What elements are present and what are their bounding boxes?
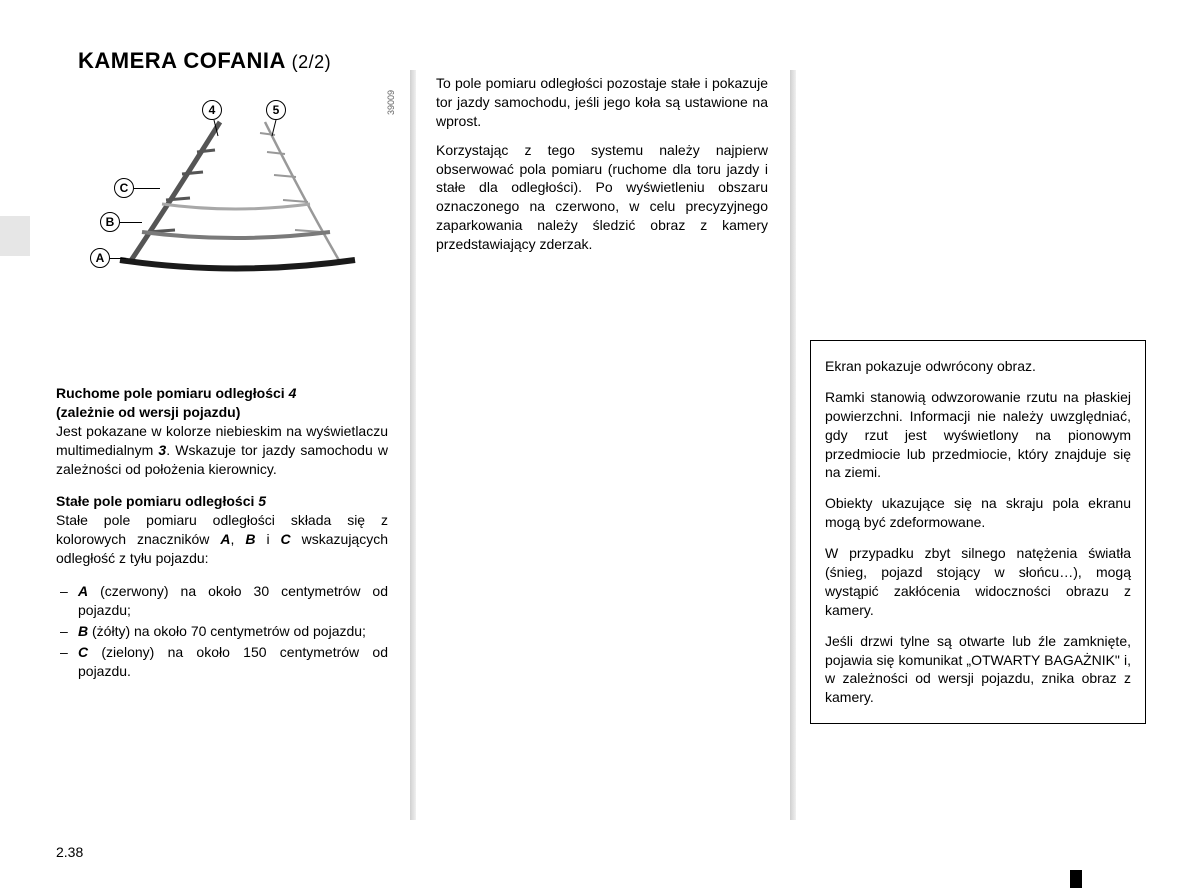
column-divider-2 bbox=[790, 70, 796, 820]
li-text: A (czerwony) na około 30 centymetrów od … bbox=[78, 582, 388, 620]
leader-c bbox=[134, 188, 160, 189]
li-c: C bbox=[78, 644, 88, 660]
dash: – bbox=[60, 622, 78, 641]
section2-body: Stałe pole pomiaru odległości składa się… bbox=[56, 511, 388, 568]
li-text: B (żółty) na około 70 centymetrów od poj… bbox=[78, 622, 388, 641]
title-text: KAMERA COFANIA bbox=[78, 48, 285, 73]
li-b-r: (żółty) na około 70 centymetrów od pojaz… bbox=[88, 623, 366, 639]
crop-mark bbox=[1070, 870, 1082, 888]
li-a: A bbox=[78, 583, 88, 599]
s2-b: B bbox=[245, 531, 255, 547]
dash: – bbox=[60, 643, 78, 681]
s2-n: 5 bbox=[258, 493, 266, 509]
middle-column: To pole pomiaru odległości pozostaje sta… bbox=[436, 74, 768, 254]
callout-5: 5 bbox=[266, 100, 286, 120]
left-column: Ruchome pole pomiaru odległości 4 (zależ… bbox=[56, 384, 388, 682]
section1-body: Jest pokazane w kolorze niebieskim na wy… bbox=[56, 422, 388, 479]
li-text: C (zielony) na około 150 centymetrów od … bbox=[78, 643, 388, 681]
distance-list: – A (czerwony) na około 30 centymetrów o… bbox=[60, 582, 388, 680]
section1-heading: Ruchome pole pomiaru odległości 4 (zależ… bbox=[56, 384, 388, 422]
callout-c: C bbox=[114, 178, 134, 198]
s1-n: 4 bbox=[289, 385, 297, 401]
section-moving-gauge: Ruchome pole pomiaru odległości 4 (zależ… bbox=[56, 384, 388, 478]
box-p3: Obiekty ukazujące się na skraju pola ekr… bbox=[825, 494, 1131, 532]
diagram-code: 39009 bbox=[386, 90, 396, 115]
s1-t2: (zależnie od wersji pojazdu) bbox=[56, 404, 240, 420]
callout-a: A bbox=[90, 248, 110, 268]
section2-heading: Stałe pole pomiaru odległości 5 bbox=[56, 492, 388, 511]
li-b: B bbox=[78, 623, 88, 639]
column-divider-1 bbox=[410, 70, 416, 820]
leader-b bbox=[120, 222, 142, 223]
li-a-r: (czerwony) na około 30 centymetrów od po… bbox=[78, 583, 388, 618]
camera-diagram: 39009 4 5 C B A bbox=[70, 82, 380, 282]
li-c-r: (zielony) na około 150 centymetrów od po… bbox=[78, 644, 388, 679]
list-item: – A (czerwony) na około 30 centymetrów o… bbox=[60, 582, 388, 620]
dash: – bbox=[60, 582, 78, 620]
box-p1: Ekran pokazuje odwrócony obraz. bbox=[825, 357, 1131, 376]
s1-t1: Ruchome pole pomiaru odległości bbox=[56, 385, 289, 401]
box-p5: Jeśli drzwi tylne są otwarte lub źle zam… bbox=[825, 632, 1131, 708]
page-title: KAMERA COFANIA (2/2) bbox=[78, 48, 331, 74]
page-side-tab bbox=[0, 216, 30, 256]
box-p2: Ramki stanowią odwzorowanie rzutu na pła… bbox=[825, 388, 1131, 482]
s2-c: C bbox=[281, 531, 291, 547]
title-suffix: (2/2) bbox=[292, 52, 332, 72]
list-item: – C (zielony) na około 150 centymetrów o… bbox=[60, 643, 388, 681]
mid-p1: To pole pomiaru odległości pozostaje sta… bbox=[436, 74, 768, 131]
list-item: – B (żółty) na około 70 centymetrów od p… bbox=[60, 622, 388, 641]
box-p4: W przypadku zbyt silnego natężenia świat… bbox=[825, 544, 1131, 620]
callout-b: B bbox=[100, 212, 120, 232]
info-box: Ekran pokazuje odwrócony obraz. Ramki st… bbox=[810, 340, 1146, 724]
section-fixed-gauge: Stałe pole pomiaru odległości 5 Stałe po… bbox=[56, 492, 388, 568]
mid-p2: Korzystając z tego systemu należy najpie… bbox=[436, 141, 768, 254]
leader-a bbox=[110, 258, 126, 259]
callout-4: 4 bbox=[202, 100, 222, 120]
s2-a: A bbox=[220, 531, 230, 547]
s2-t: Stałe pole pomiaru odległości bbox=[56, 493, 258, 509]
page-number: 2.38 bbox=[56, 844, 83, 860]
